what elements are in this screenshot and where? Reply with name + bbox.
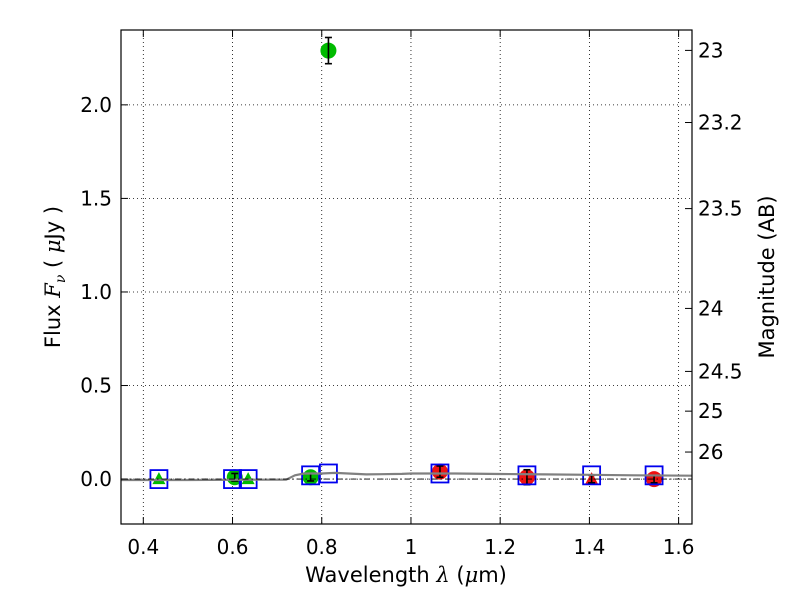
- x-tick-label: 1.6: [663, 535, 695, 559]
- y-tick-label: 0.5: [80, 374, 112, 398]
- y2-axis-label: Magnitude (AB): [755, 195, 779, 358]
- y-tick-label: 1.5: [80, 186, 112, 210]
- y-axis-label: Flux Fν ( μJy ): [41, 206, 69, 348]
- y-tick-label: 2.0: [80, 93, 112, 117]
- y-tick-label: 0.0: [80, 467, 112, 491]
- sed-model-line: [121, 471, 692, 482]
- y2-tick-label: 23.2: [698, 111, 743, 135]
- x-axis-label: Wavelength λ (μm): [305, 563, 507, 587]
- y2-tick-label: 24.5: [698, 359, 743, 383]
- axis-ticks: 0.4 0.6 0.8 1 1.2 1.4 1.6 0.0 0.5 1.0 1.5 2.0 23 23.2…: [80, 30, 743, 559]
- y2-tick-label: 23.5: [698, 197, 743, 221]
- y2-tick-label: 24: [698, 296, 723, 320]
- y-tick-label: 1.0: [80, 280, 112, 304]
- y2-tick-label: 23: [698, 38, 723, 62]
- x-tick-label: 0.6: [217, 535, 249, 559]
- x-tick-label: 1: [405, 535, 418, 559]
- x-tick-label: 0.4: [127, 535, 159, 559]
- x-tick-label: 0.8: [306, 535, 338, 559]
- upper-limit-point: [241, 472, 255, 485]
- x-tick-label: 1.4: [573, 535, 605, 559]
- x-tick-label: 1.2: [484, 535, 516, 559]
- plot-data: [121, 36, 692, 489]
- y2-tick-label: 25: [698, 399, 723, 423]
- y2-tick-label: 26: [698, 440, 723, 464]
- plot-frame: [120, 29, 693, 525]
